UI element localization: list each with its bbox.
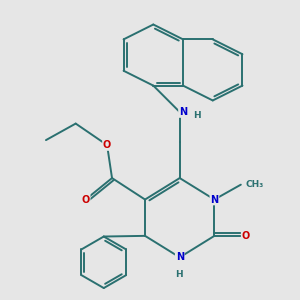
Text: CH₃: CH₃: [246, 180, 264, 189]
Text: H: H: [194, 111, 201, 120]
Text: O: O: [103, 140, 111, 150]
Text: N: N: [176, 252, 184, 262]
Text: N: N: [210, 194, 218, 205]
Text: N: N: [179, 107, 187, 117]
Text: O: O: [242, 231, 250, 241]
Text: H: H: [175, 270, 183, 279]
Text: O: O: [82, 194, 90, 205]
